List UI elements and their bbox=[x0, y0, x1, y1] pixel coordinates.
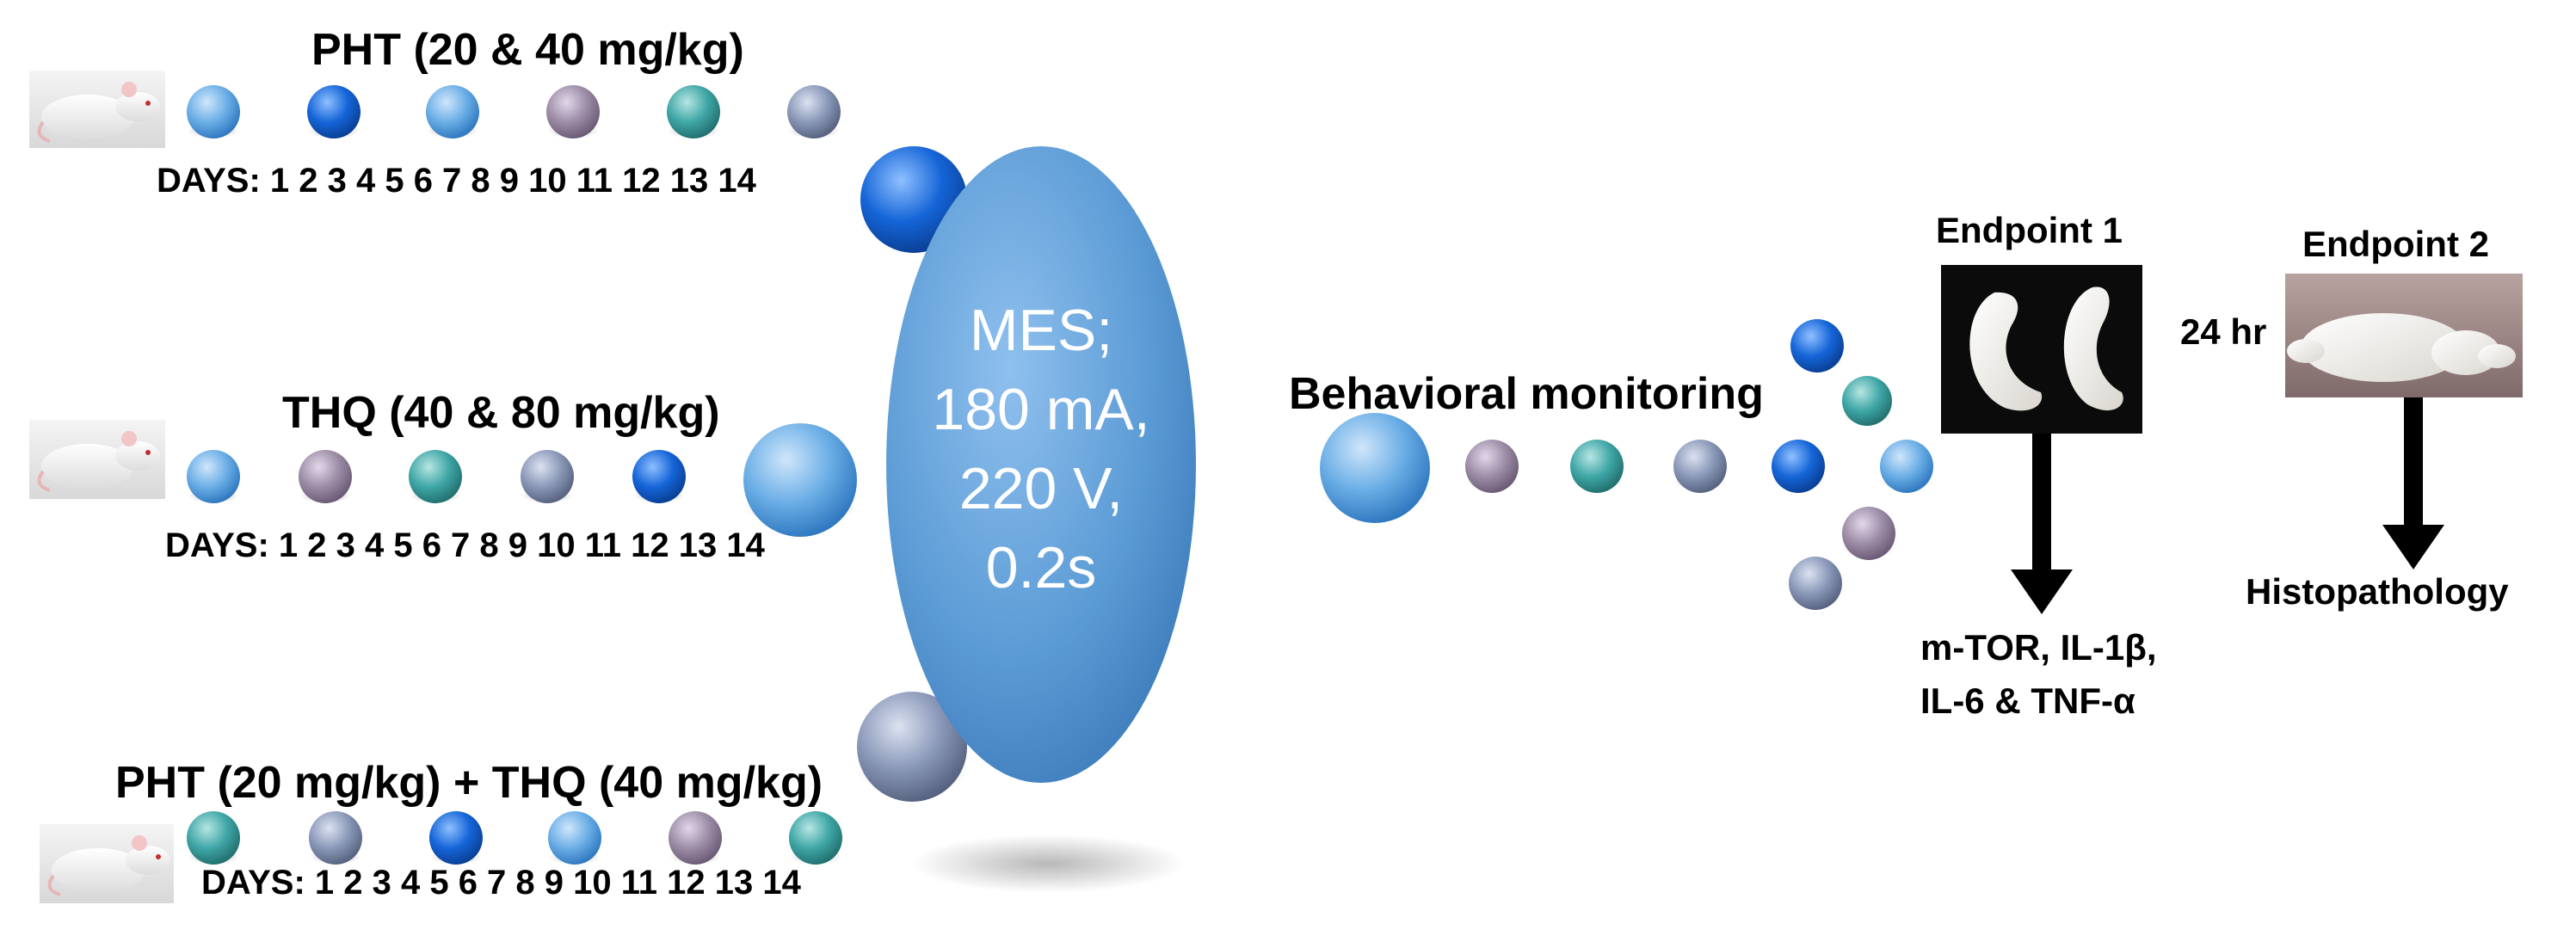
outcome-line: IL-6 & TNF-α bbox=[1920, 680, 2135, 721]
days-scale: DAYS: 1 2 3 4 5 6 7 8 9 10 11 12 13 14 bbox=[157, 162, 756, 200]
endpoint1-outcome: m-TOR, IL-1β, IL-6 & TNF-α bbox=[1920, 621, 2157, 728]
dose-ball bbox=[187, 811, 240, 865]
endpoint2-arrow-shaft bbox=[2404, 397, 2423, 526]
connector-ball bbox=[743, 423, 857, 537]
dose-ball bbox=[187, 85, 240, 139]
dose-ball bbox=[426, 85, 479, 139]
dose-ball bbox=[787, 85, 841, 139]
dose-ball bbox=[667, 85, 720, 139]
dose-ball bbox=[429, 811, 483, 865]
days-scale: DAYS: 1 2 3 4 5 6 7 8 9 10 11 12 13 14 bbox=[201, 864, 801, 902]
connector-ball bbox=[857, 692, 967, 802]
dose-ball bbox=[521, 450, 574, 503]
days-scale: DAYS: 1 2 3 4 5 6 7 8 9 10 11 12 13 14 bbox=[165, 526, 765, 564]
group-title: PHT (20 & 40 mg/kg) bbox=[311, 25, 744, 75]
rat-photo bbox=[40, 824, 174, 903]
mes-line: MES; bbox=[969, 298, 1113, 363]
endpoint1-title: Endpoint 1 bbox=[1936, 210, 2123, 250]
dose-ball bbox=[789, 811, 842, 865]
dose-ball bbox=[307, 85, 361, 139]
mes-text: MES; 180 mA, 220 V, 0.2s bbox=[912, 291, 1170, 607]
dose-ball bbox=[309, 811, 362, 865]
dose-ball bbox=[187, 450, 240, 503]
dose-ball bbox=[546, 85, 600, 139]
mes-line: 220 V, bbox=[958, 456, 1124, 521]
group-title: PHT (20 mg/kg) + THQ (40 mg/kg) bbox=[115, 758, 823, 808]
endpoint2-outcome: Histopathology bbox=[2246, 571, 2509, 612]
endpoint2-title: Endpoint 2 bbox=[2302, 224, 2489, 264]
behavior-label: Behavioral monitoring bbox=[1289, 369, 1764, 419]
mes-ellipse bbox=[886, 146, 1196, 893]
dose-ball bbox=[299, 450, 352, 503]
down-arrow-icon bbox=[2011, 569, 2073, 614]
brain-photo bbox=[2285, 274, 2523, 397]
interval-label: 24 hr bbox=[2180, 311, 2267, 352]
endpoint1-arrow-shaft bbox=[2032, 434, 2051, 571]
dose-ball bbox=[548, 811, 601, 865]
rat-photo bbox=[29, 71, 165, 148]
rat-photo bbox=[29, 420, 165, 499]
dose-ball bbox=[409, 450, 462, 503]
outcome-line: m-TOR, IL-1β, bbox=[1920, 627, 2157, 668]
down-arrow-icon bbox=[2382, 525, 2444, 569]
group-title: THQ (40 & 80 mg/kg) bbox=[282, 388, 720, 438]
dose-ball bbox=[632, 450, 686, 503]
behavior-ball-trail bbox=[1320, 319, 1933, 610]
dose-ball bbox=[669, 811, 722, 865]
mes-line: 180 mA, bbox=[932, 377, 1150, 442]
mes-line: 0.2s bbox=[985, 535, 1097, 600]
hippocampus-photo bbox=[1941, 265, 2142, 434]
